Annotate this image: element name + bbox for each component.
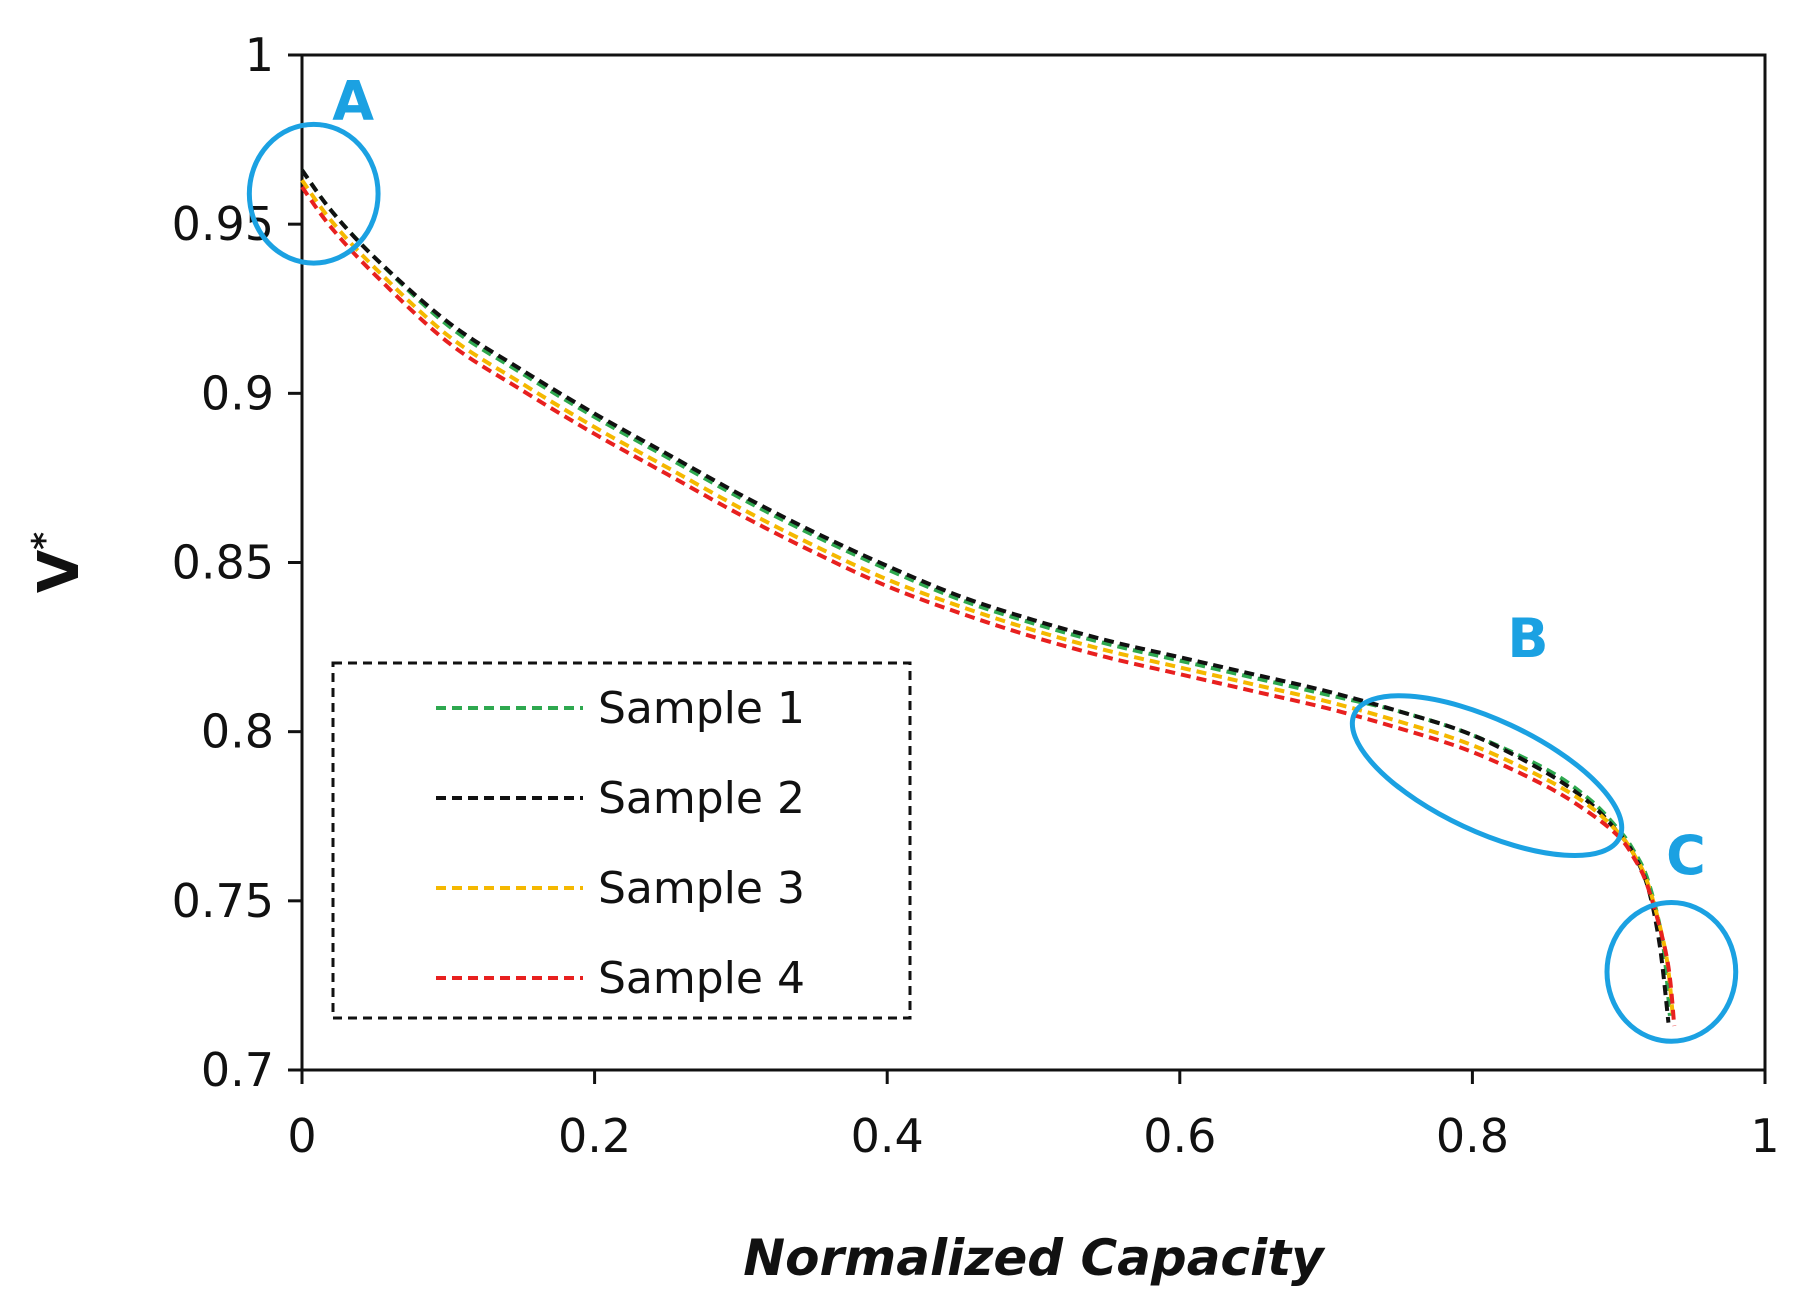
series-line-sample-1 (300, 168, 1672, 1017)
series-line-sample-4 (300, 185, 1677, 1027)
annotation-ellipse-b (1349, 693, 1625, 859)
y-axis-title: V* (25, 532, 92, 593)
legend-label-sample-4: Sample 4 (598, 953, 805, 1004)
y-tick-label: 0.75 (172, 874, 274, 928)
series-line-sample-2 (300, 168, 1671, 1023)
y-tick-label: 0.7 (201, 1043, 274, 1097)
x-tick-label: 0.4 (851, 1109, 924, 1163)
series-line-sample-3 (300, 179, 1675, 1017)
annotation-label-b: B (1507, 607, 1548, 670)
axes (288, 53, 1767, 1084)
annotations: A B C (246, 69, 1739, 1044)
series-group (300, 168, 1677, 1027)
legend-label-sample-1: Sample 1 (598, 683, 805, 734)
tick-labels: 0 0.2 0.4 0.6 0.8 1 0.7 0.75 0.8 0.85 0.9 0.95 1 (172, 28, 1780, 1163)
x-tick-label: 0.6 (1143, 1109, 1216, 1163)
annotation-label-a: A (332, 69, 374, 132)
legend-label-sample-2: Sample 2 (598, 773, 805, 824)
y-tick-label: 0.9 (201, 366, 274, 420)
y-tick-label: 0.8 (201, 705, 274, 759)
x-axis-title: Normalized Capacity (743, 1229, 1326, 1287)
x-tick-label: 0 (287, 1109, 316, 1163)
legend-box (331, 661, 912, 1020)
annotation-ellipse-c (1604, 900, 1739, 1044)
y-tick-label: 1 (245, 28, 274, 82)
y-axis-title-main: V (27, 549, 92, 593)
legend-label-sample-3: Sample 3 (598, 863, 805, 914)
y-tick-label: 0.95 (172, 197, 274, 251)
x-tick-label: 0.8 (1436, 1109, 1509, 1163)
legend: Sample 1 Sample 2 Sample 3 Sample 4 (331, 661, 912, 1020)
x-tick-label: 0.2 (558, 1109, 631, 1163)
y-tick-label: 0.85 (172, 536, 274, 590)
y-axis-title-superscript: * (25, 532, 65, 550)
annotation-ellipse-a (246, 121, 381, 266)
annotation-label-c: C (1666, 824, 1706, 887)
x-tick-label: 1 (1750, 1109, 1779, 1163)
